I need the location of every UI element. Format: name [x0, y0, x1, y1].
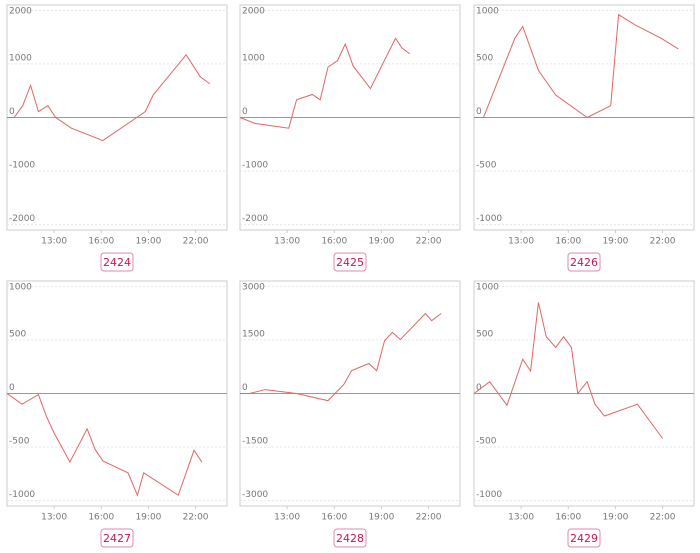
chart-button[interactable]	[100, 252, 134, 272]
chart-button[interactable]	[567, 528, 601, 548]
y-tick-label: 0	[476, 107, 482, 117]
x-tick-label: 19:00	[368, 237, 394, 247]
line	[240, 312, 442, 402]
x-tick-label: 22:00	[416, 237, 442, 247]
x-tick-label: 19:00	[368, 513, 394, 523]
y-tick-label: -1000	[476, 214, 502, 224]
x-tick-label: 16:00	[88, 513, 114, 523]
chart-button[interactable]	[567, 252, 601, 272]
chart-button-label[interactable]: 2426	[570, 256, 598, 269]
y-tick-label: -1000	[242, 161, 268, 171]
x-tick-label: 22:00	[650, 237, 676, 247]
y-tick-label: 0	[242, 383, 248, 393]
y-tick-label: 2000	[242, 7, 265, 17]
x-tick-label: 19:00	[135, 513, 161, 523]
line	[6, 393, 203, 497]
chart-button[interactable]	[333, 252, 367, 272]
y-tick-label: -500	[476, 437, 497, 447]
y-tick-label: -1500	[242, 437, 268, 447]
y-tick-label: 0	[476, 383, 482, 393]
y-tick-label: 1000	[242, 53, 265, 63]
chart-button-label[interactable]: 2427	[103, 532, 131, 545]
x-tick-label: 19:00	[135, 237, 161, 247]
x-tick-label: 19:00	[602, 237, 628, 247]
chart-button-label[interactable]: 2424	[103, 256, 131, 269]
chart-button[interactable]	[100, 528, 134, 548]
x-tick-label: 13:00	[508, 237, 534, 247]
y-tick-label: -2000	[242, 214, 268, 224]
y-tick-label: 1000	[476, 283, 499, 293]
x-tick-label: 22:00	[183, 513, 209, 523]
y-tick-label: 1500	[242, 329, 265, 339]
x-tick-label: 16:00	[321, 237, 347, 247]
y-tick-label: -3000	[242, 490, 268, 500]
x-tick-label: 13:00	[274, 513, 300, 523]
y-tick-label: 0	[9, 383, 15, 393]
x-tick-label: 16:00	[88, 237, 114, 247]
y-tick-label: 1000	[476, 7, 499, 17]
y-tick-label: 0	[242, 107, 248, 117]
x-tick-label: 19:00	[602, 513, 628, 523]
y-tick-label: 500	[476, 329, 493, 339]
line	[239, 37, 411, 129]
line	[473, 302, 663, 439]
x-tick-label: 22:00	[183, 237, 209, 247]
y-tick-label: -500	[476, 161, 497, 171]
y-tick-label: 1000	[9, 283, 32, 293]
x-tick-label: 13:00	[41, 513, 67, 523]
y-tick-label: 500	[9, 329, 26, 339]
x-tick-label: 22:00	[416, 513, 442, 523]
y-tick-label: -1000	[9, 161, 35, 171]
y-tick-label: 1000	[9, 53, 32, 63]
x-tick-label: 13:00	[508, 513, 534, 523]
chart-button-label[interactable]: 2425	[336, 256, 364, 269]
x-tick-label: 16:00	[555, 513, 581, 523]
y-tick-label: -2000	[9, 214, 35, 224]
chart-button-label[interactable]: 2428	[336, 532, 364, 545]
line	[474, 13, 679, 119]
chart-button-label[interactable]: 2429	[570, 532, 598, 545]
y-tick-label: 2000	[9, 7, 32, 17]
x-tick-label: 16:00	[321, 513, 347, 523]
x-tick-label: 13:00	[274, 237, 300, 247]
y-tick-label: -1000	[476, 490, 502, 500]
x-tick-label: 13:00	[41, 237, 67, 247]
y-tick-label: 0	[9, 107, 15, 117]
x-tick-label: 22:00	[650, 513, 676, 523]
y-tick-label: 500	[476, 53, 493, 63]
x-tick-label: 16:00	[555, 237, 581, 247]
y-tick-label: -1000	[9, 490, 35, 500]
y-tick-label: 3000	[242, 283, 265, 293]
line	[7, 53, 211, 142]
y-tick-label: -500	[9, 437, 30, 447]
chart-button[interactable]	[333, 528, 367, 548]
